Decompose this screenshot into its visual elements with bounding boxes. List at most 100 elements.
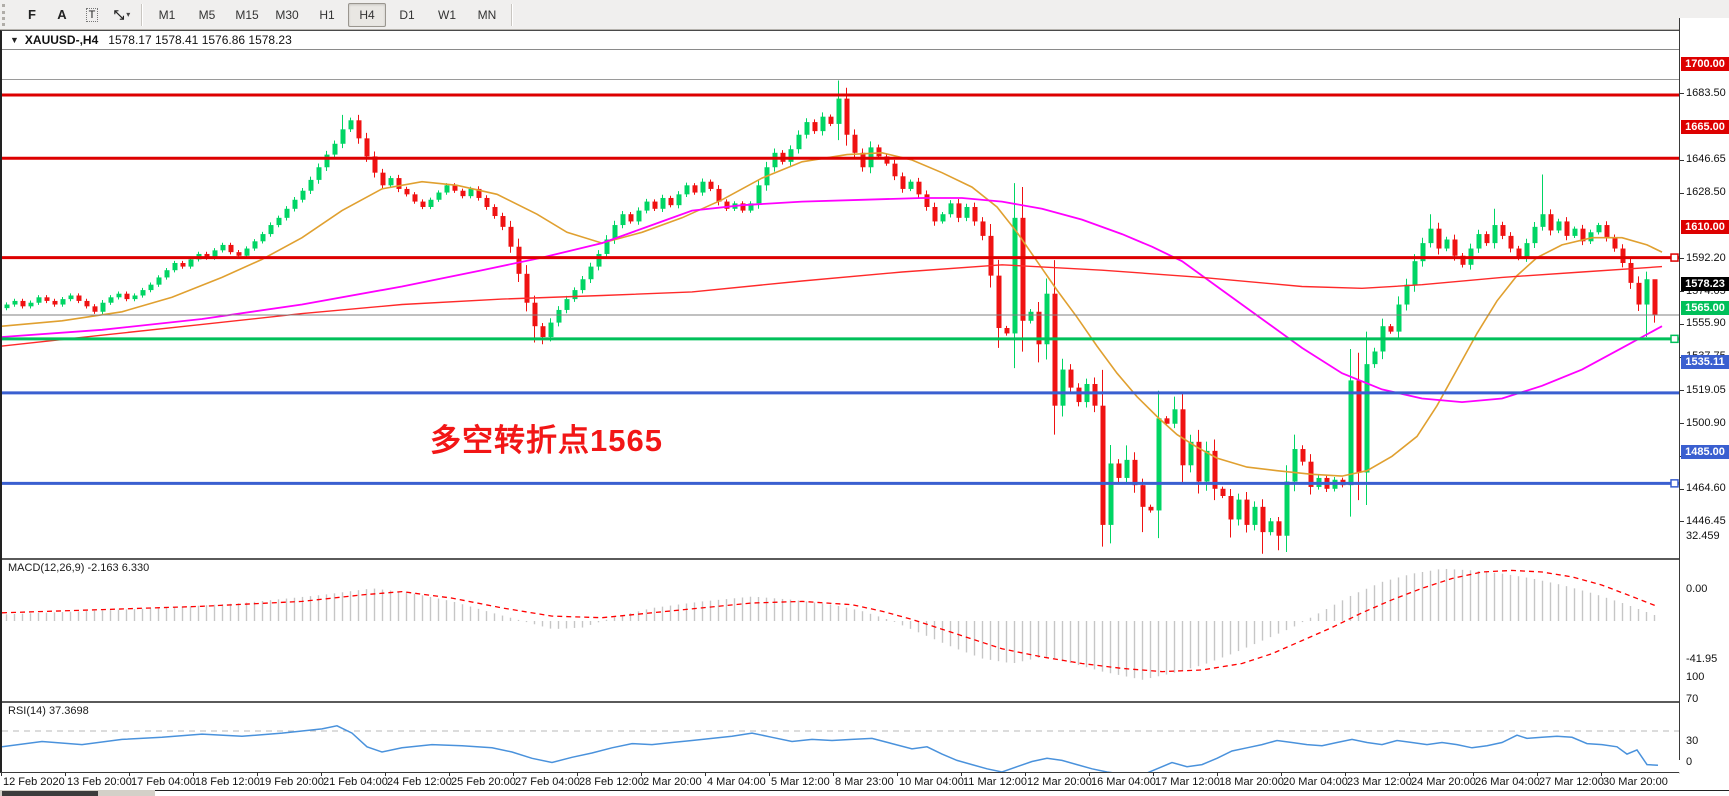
price-badge-1565.00: 1565.00 bbox=[1681, 300, 1729, 315]
rsi-line bbox=[2, 725, 1659, 776]
time-tick-mark bbox=[833, 773, 834, 776]
fibonacci-tool-icon[interactable]: F bbox=[28, 7, 36, 22]
time-label: 4 Mar 04:00 bbox=[707, 776, 766, 788]
timeframe-button-w1[interactable]: W1 bbox=[438, 7, 456, 22]
time-tick-mark bbox=[1601, 773, 1602, 776]
time-tick-mark bbox=[1217, 773, 1218, 776]
time-label: 20 Mar 04:00 bbox=[1283, 776, 1348, 788]
price-badge-1578.23: 1578.23 bbox=[1681, 276, 1729, 291]
time-tick-mark bbox=[1153, 773, 1154, 776]
rsi-scale-label: 70 bbox=[1686, 693, 1699, 705]
price-tick-mark bbox=[1680, 192, 1684, 194]
line-handle[interactable] bbox=[1670, 479, 1679, 488]
price-tick-label: 1628.50 bbox=[1686, 186, 1726, 199]
rsi-scale-label: 0 bbox=[1686, 756, 1693, 768]
time-label: 28 Feb 12:00 bbox=[579, 776, 644, 788]
macd-panel[interactable] bbox=[2, 560, 1681, 701]
time-tick-mark bbox=[193, 773, 194, 776]
price-tick-mark bbox=[1680, 488, 1684, 490]
time-label: 19 Feb 20:00 bbox=[259, 776, 324, 788]
timeframe-button-m30[interactable]: M30 bbox=[275, 7, 299, 22]
text-label-tool-icon[interactable]: T bbox=[78, 3, 106, 27]
time-label: 24 Mar 20:00 bbox=[1411, 776, 1476, 788]
time-label: 16 Mar 04:00 bbox=[1091, 776, 1156, 788]
line-handle[interactable] bbox=[1670, 253, 1679, 262]
bottom-strip bbox=[0, 790, 1729, 796]
time-label: 5 Mar 12:00 bbox=[771, 776, 830, 788]
price-badge-1610.00: 1610.00 bbox=[1681, 219, 1729, 234]
price-axis[interactable]: 1683.501646.651628.501592.201574.051555.… bbox=[1679, 18, 1729, 768]
time-tick-mark bbox=[1537, 773, 1538, 776]
price-badge-1665.00: 1665.00 bbox=[1681, 120, 1729, 135]
time-tick-mark bbox=[577, 773, 578, 776]
macd-scale-label: 32.459 bbox=[1686, 530, 1720, 542]
timeframe-buttons: M1 M5 M15 M30 H1 H4 D1 W1 MN bbox=[147, 2, 507, 27]
price-tick-mark bbox=[1680, 291, 1684, 292]
price-tick-mark bbox=[1680, 93, 1684, 95]
macd-signal-line bbox=[2, 569, 1658, 673]
toolbar-grip[interactable] bbox=[2, 3, 13, 26]
time-tick-mark bbox=[961, 773, 962, 776]
price-tick-mark bbox=[1680, 159, 1684, 161]
ma-mid-red[interactable] bbox=[2, 264, 1663, 347]
toolbar-separator bbox=[511, 3, 513, 26]
price-tick-mark bbox=[1680, 423, 1684, 425]
time-label: 8 Mar 23:00 bbox=[835, 776, 894, 788]
time-tick-mark bbox=[385, 773, 386, 776]
chart-window[interactable]: ▼ XAUUSD-,H4 1578.17 1578.41 1576.86 157… bbox=[0, 30, 1729, 791]
price-tick-label: 1464.60 bbox=[1686, 482, 1726, 495]
drawing-tools: F A T ⤡ ▾ bbox=[17, 3, 137, 27]
arrow-tools-icon[interactable]: ⤡ ▾ bbox=[113, 6, 131, 22]
chart-title-bar: ▼ XAUUSD-,H4 1578.17 1578.41 1576.86 157… bbox=[2, 31, 1729, 50]
line-handle[interactable] bbox=[1670, 334, 1679, 344]
price-tick-label: 1519.05 bbox=[1686, 383, 1726, 396]
text-tool-icon[interactable]: A bbox=[57, 7, 67, 22]
time-label: 13 Feb 20:00 bbox=[67, 776, 132, 788]
macd-panel-border[interactable] bbox=[2, 558, 1681, 560]
time-tick-mark bbox=[641, 773, 642, 776]
time-label: 25 Feb 20:00 bbox=[451, 776, 516, 788]
time-tick-mark bbox=[1345, 773, 1346, 776]
collapse-caret-icon[interactable]: ▼ bbox=[10, 35, 19, 45]
ma-slow-magenta[interactable] bbox=[2, 197, 1663, 404]
time-label: 18 Mar 20:00 bbox=[1219, 776, 1284, 788]
rsi-label: RSI(14) 37.3698 bbox=[8, 705, 89, 717]
time-tick-mark bbox=[1473, 773, 1474, 776]
time-label: 12 Mar 20:00 bbox=[1027, 776, 1092, 788]
bottom-strip-segment bbox=[155, 790, 1729, 796]
time-tick-mark bbox=[1, 773, 2, 776]
price-tick-mark bbox=[1680, 258, 1684, 260]
price-badge-1485.00: 1485.00 bbox=[1681, 445, 1729, 460]
time-tick-mark bbox=[1281, 773, 1282, 776]
price-tick-mark bbox=[1680, 521, 1684, 523]
time-label: 26 Mar 04:00 bbox=[1475, 776, 1540, 788]
chart-annotation-text[interactable]: 多空转折点1565 bbox=[430, 423, 663, 458]
main-chart[interactable] bbox=[2, 49, 1681, 561]
time-tick-mark bbox=[705, 773, 706, 776]
timeframe-button-h4[interactable]: H4 bbox=[348, 2, 386, 27]
price-badge-1535.11: 1535.11 bbox=[1681, 354, 1729, 369]
toolbar-separator bbox=[141, 3, 143, 26]
time-tick-mark bbox=[129, 773, 130, 776]
time-tick-mark bbox=[1025, 773, 1026, 776]
timeframe-button-h1[interactable]: H1 bbox=[319, 7, 335, 22]
timeframe-button-d1[interactable]: D1 bbox=[399, 7, 415, 22]
time-label: 24 Feb 12:00 bbox=[387, 776, 452, 788]
price-tick-label: 1683.50 bbox=[1686, 86, 1726, 99]
chart-symbol: XAUUSD-,H4 bbox=[24, 33, 99, 47]
dropdown-caret-icon[interactable]: ▾ bbox=[126, 10, 131, 19]
time-label: 17 Feb 04:00 bbox=[131, 776, 196, 788]
time-tick-mark bbox=[65, 773, 66, 776]
time-label: 11 Mar 12:00 bbox=[963, 776, 1028, 788]
timeframe-button-m5[interactable]: M5 bbox=[198, 7, 216, 22]
timeframe-button-m15[interactable]: M15 bbox=[235, 7, 259, 22]
time-label: 27 Mar 12:00 bbox=[1539, 776, 1604, 788]
timeframe-button-mn[interactable]: MN bbox=[477, 7, 497, 22]
timeframe-button-m1[interactable]: M1 bbox=[158, 7, 176, 22]
time-axis[interactable]: 12 Feb 2020 13 Feb 20:00 17 Feb 04:00 18 Fe… bbox=[0, 772, 1679, 791]
time-tick-mark bbox=[449, 773, 450, 776]
ma-fast-orange[interactable] bbox=[2, 151, 1663, 477]
rsi-panel-border[interactable] bbox=[2, 701, 1681, 703]
time-label: 2 Mar 20:00 bbox=[643, 776, 702, 788]
